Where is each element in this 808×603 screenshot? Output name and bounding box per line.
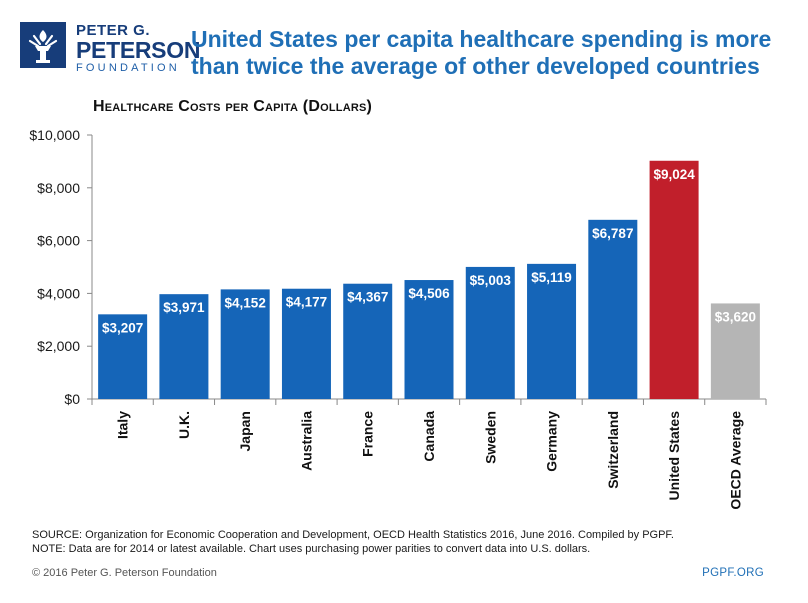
chart-title: Healthcare Costs per Capita (Dollars) (93, 98, 373, 115)
data-label: $9,024 (653, 167, 695, 182)
data-label: $5,003 (470, 273, 512, 288)
y-tick-label: $2,000 (37, 338, 80, 354)
data-label: $4,177 (286, 295, 327, 310)
data-label: $6,787 (592, 226, 633, 241)
footnotes: SOURCE: Organization for Economic Cooper… (32, 528, 674, 556)
data-label: $3,207 (102, 320, 143, 335)
data-label: $4,367 (347, 290, 388, 305)
data-note: NOTE: Data are for 2014 or latest availa… (32, 543, 591, 555)
category-label: United States (666, 411, 682, 501)
y-tick-label: $0 (64, 391, 80, 407)
bar (404, 280, 454, 399)
category-label: Australia (298, 411, 314, 471)
bar-chart: $0 $2,000 $4,000 $6,000 $8,000 $10,000 $3,207 I… (29, 127, 767, 510)
bar (465, 266, 515, 399)
data-label: $3,971 (163, 300, 205, 315)
bar (343, 283, 393, 399)
bar (588, 219, 638, 399)
category-label: Switzerland (605, 411, 621, 489)
y-tick-label: $10,000 (29, 127, 80, 143)
bar (220, 289, 270, 399)
bar (527, 263, 577, 399)
foundation-logo: PETER G. PETERSON FOUNDATION (20, 22, 200, 74)
data-label: $3,620 (715, 309, 756, 324)
category-label: Canada (421, 411, 437, 462)
logo-text-line3: FOUNDATION (76, 62, 180, 74)
logo-text-line1: PETER G. (76, 22, 151, 39)
site-link[interactable]: PGPF.ORG (702, 567, 764, 579)
bar (649, 160, 699, 399)
category-label: OECD Average (727, 411, 743, 510)
y-tick-label: $4,000 (37, 285, 80, 301)
logo-text-line2: PETERSON (76, 37, 201, 63)
data-label: $4,152 (225, 295, 266, 310)
category-label: Italy (115, 411, 131, 439)
category-label: U.K. (176, 411, 192, 439)
data-label: $5,119 (531, 270, 572, 285)
y-tick-label: $8,000 (37, 180, 80, 196)
bar (98, 314, 148, 399)
data-label: $4,506 (408, 286, 450, 301)
category-label: Germany (544, 411, 560, 472)
category-label: Japan (237, 411, 253, 451)
category-label: France (360, 411, 376, 457)
source-note: SOURCE: Organization for Economic Cooper… (32, 529, 674, 541)
y-tick-label: $6,000 (37, 233, 80, 249)
bar (710, 303, 760, 399)
bar (281, 288, 331, 399)
bar (159, 294, 209, 399)
category-label: Sweden (482, 411, 498, 464)
torch-icon (20, 22, 66, 68)
copyright: © 2016 Peter G. Peterson Foundation (32, 567, 217, 579)
headline: United States per capita healthcare spen… (191, 26, 772, 79)
